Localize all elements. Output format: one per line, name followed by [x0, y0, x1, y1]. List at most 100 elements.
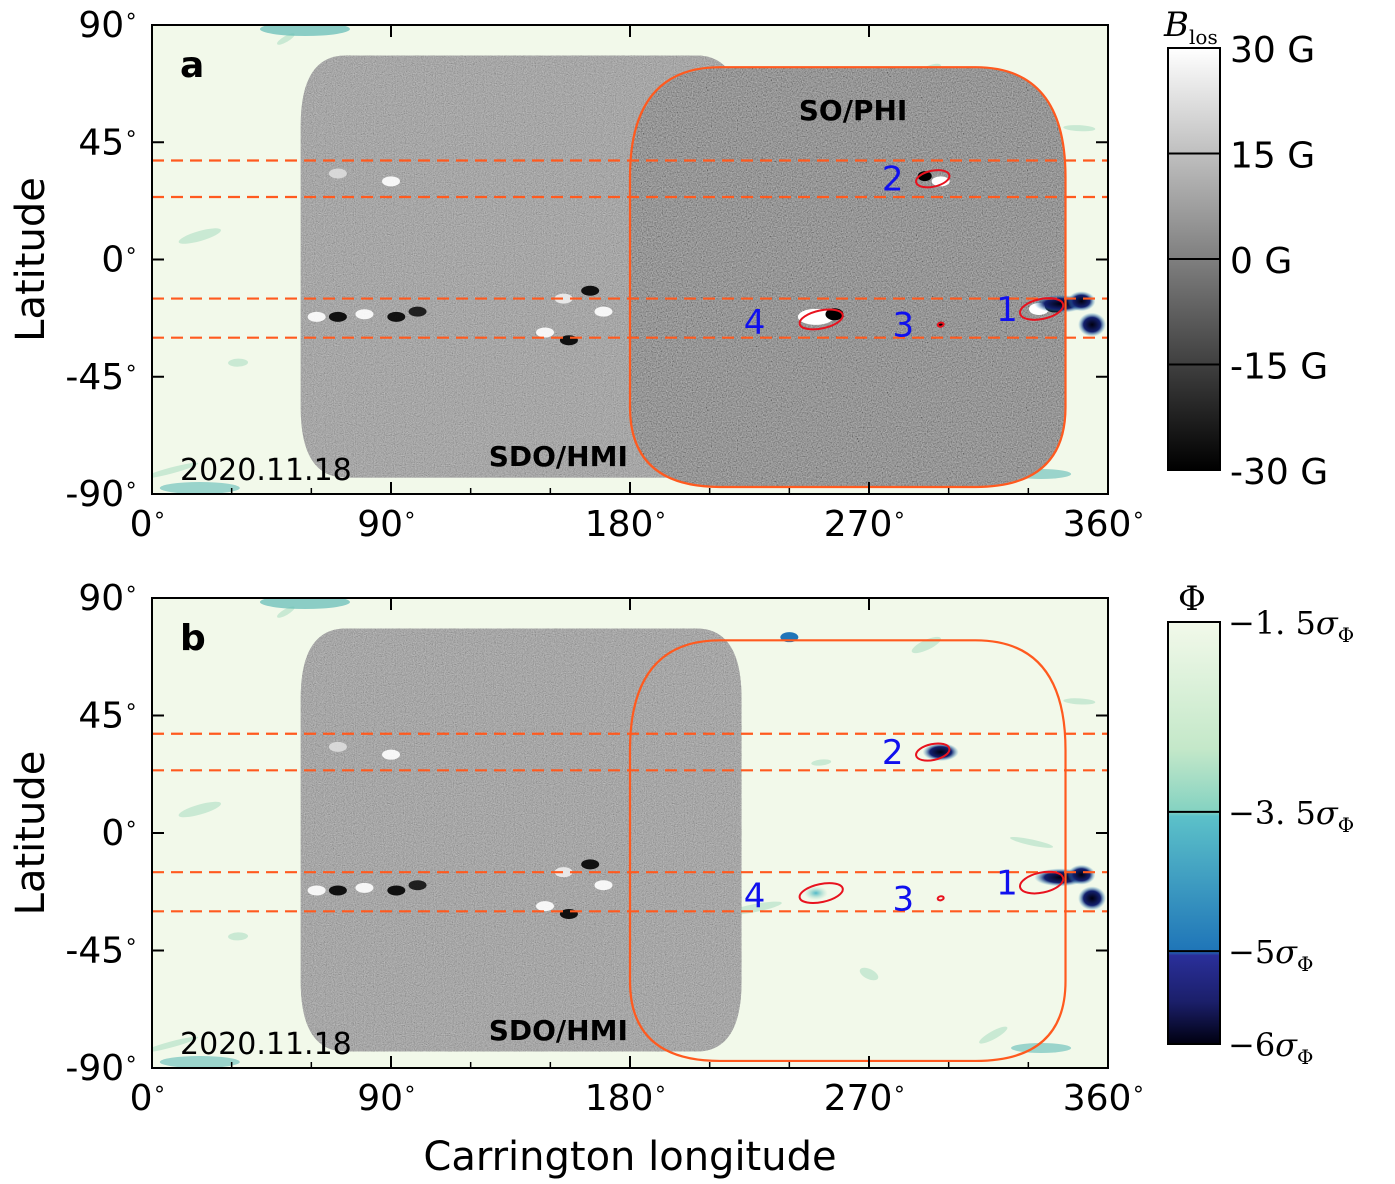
background-noise-streak — [159, 1056, 240, 1068]
y-tick-label: 45∘ — [78, 695, 138, 737]
background-noise-streak — [1063, 125, 1096, 132]
x-tick-label: 270∘ — [824, 1077, 907, 1119]
magnetic-feature — [328, 885, 347, 896]
background-noise-streak — [152, 462, 199, 479]
colorbar-tick-label: 0 G — [1230, 241, 1292, 282]
region-contour-3 — [936, 321, 945, 328]
magnetic-feature — [554, 293, 573, 304]
so-phi-outline — [628, 66, 1067, 489]
background-noise-streak — [811, 759, 832, 766]
magnetic-feature — [581, 285, 600, 296]
region-number-4: 4 — [744, 303, 766, 343]
y-axis-title: Latitude — [8, 751, 54, 916]
map-area: 1 2 3 4 SDO/HMI SO/PHI a 2020.11.18 — [152, 25, 1108, 494]
magnetic-feature — [355, 882, 374, 893]
instrument-label-phi: SO/PHI — [799, 94, 908, 127]
x-tick-label: 180∘ — [585, 1077, 668, 1119]
colorbar-tick-label: −5σΦ — [1228, 933, 1313, 976]
x-tick-label: 0∘ — [130, 1077, 167, 1119]
date-label: 2020.11.18 — [180, 453, 352, 488]
magnetic-feature — [554, 867, 573, 878]
colorbar-tick-label: 15 G — [1230, 136, 1315, 177]
magnetic-feature — [328, 311, 347, 322]
phi-blob — [1078, 312, 1107, 337]
region-number-1: 1 — [996, 864, 1018, 904]
colorbar-tick-label: -15 G — [1230, 347, 1328, 388]
background-noise-streak — [228, 932, 249, 941]
region-number-2: 2 — [882, 733, 904, 773]
x-axis-title: Carrington longitude — [423, 1134, 836, 1180]
magnetic-feature — [382, 176, 400, 187]
magnetic-feature — [797, 308, 834, 325]
colorbar — [1167, 621, 1221, 1045]
x-tick-label: 90∘ — [357, 1077, 417, 1119]
region-contour-1 — [1018, 297, 1065, 321]
magnetic-feature — [382, 749, 400, 760]
magnetic-feature — [355, 309, 374, 320]
x-tick-label: 360∘ — [1063, 1077, 1146, 1119]
colorbar-tick-label: -30 G — [1230, 452, 1328, 493]
y-axis-title: Latitude — [8, 177, 54, 342]
y-tick-label: -45∘ — [65, 930, 138, 972]
colorbar-tick-label: −3. 5σΦ — [1228, 794, 1354, 837]
region-number-2: 2 — [882, 160, 904, 200]
panel-b: 1 2 3 4 SDO/HMI b 2020.11.18 0∘ 90∘ 180∘ 270∘ 360∘ 9… — [8, 577, 1354, 1119]
colorbar-title: Blos — [1163, 5, 1218, 49]
background-noise-streak — [228, 358, 249, 367]
magnetic-feature — [387, 311, 406, 322]
x-tick-label: 180∘ — [585, 503, 668, 545]
y-tick-label: 90∘ — [78, 4, 138, 46]
region-number-1: 1 — [996, 290, 1018, 330]
region-contour-3 — [936, 895, 945, 902]
region-contour-2 — [915, 742, 951, 762]
instrument-label-hmi: SDO/HMI — [489, 440, 628, 473]
magnetic-feature — [536, 327, 555, 338]
phi-blob — [1078, 886, 1107, 911]
background-noise-streak — [1009, 836, 1054, 848]
so-phi-outline — [628, 639, 1067, 1063]
x-tick-label: 270∘ — [824, 503, 907, 545]
x-tick-label: 0∘ — [130, 503, 167, 545]
background-noise-streak — [277, 33, 295, 45]
map-area: 1 2 3 4 SDO/HMI b 2020.11.18 — [152, 598, 1108, 1068]
x-tick-label: 90∘ — [357, 503, 417, 545]
magnetic-feature — [408, 880, 427, 891]
magnetic-feature — [408, 306, 427, 317]
y-tick-label: -45∘ — [65, 356, 138, 398]
magnetic-feature — [581, 859, 600, 870]
y-tick-label: -90∘ — [65, 1047, 138, 1089]
magnetic-feature — [328, 741, 347, 752]
colorbar-tick-label: −1. 5σΦ — [1228, 604, 1354, 647]
background-noise-streak — [859, 967, 879, 981]
magnetic-feature — [307, 311, 326, 322]
y-tick-label: 45∘ — [78, 121, 138, 163]
region-number-3: 3 — [893, 879, 915, 919]
region-contour-2 — [915, 169, 951, 189]
magnetic-feature — [594, 306, 613, 317]
background-noise-streak — [152, 1036, 199, 1053]
colorbar-tick-label: 30 G — [1230, 30, 1315, 71]
hmi-disk-texture — [300, 628, 742, 1052]
region-contour-4 — [798, 308, 844, 331]
magnetic-feature — [931, 176, 950, 187]
colorbar-title: Φ — [1178, 579, 1206, 619]
x-tick-label: 360∘ — [1063, 503, 1146, 545]
phi-disk-texture — [630, 67, 1066, 487]
background-noise-streak — [159, 482, 240, 494]
phi-blob — [1067, 864, 1096, 885]
background-noise-streak — [979, 1026, 1008, 1044]
region-number-3: 3 — [893, 306, 915, 346]
background-noise-streak — [178, 801, 221, 818]
y-tick-label: -90∘ — [65, 473, 138, 515]
panel-letter: b — [180, 618, 206, 659]
region-contour-4 — [798, 882, 844, 904]
magnetic-feature — [594, 880, 613, 891]
background-noise-streak — [1063, 698, 1096, 705]
background-noise-streak — [259, 25, 350, 36]
magnetic-feature — [307, 885, 326, 896]
magnetic-feature — [387, 885, 406, 896]
background-noise-streak — [178, 228, 221, 244]
y-tick-label: 0∘ — [101, 239, 138, 281]
background-noise-streak — [277, 606, 295, 618]
